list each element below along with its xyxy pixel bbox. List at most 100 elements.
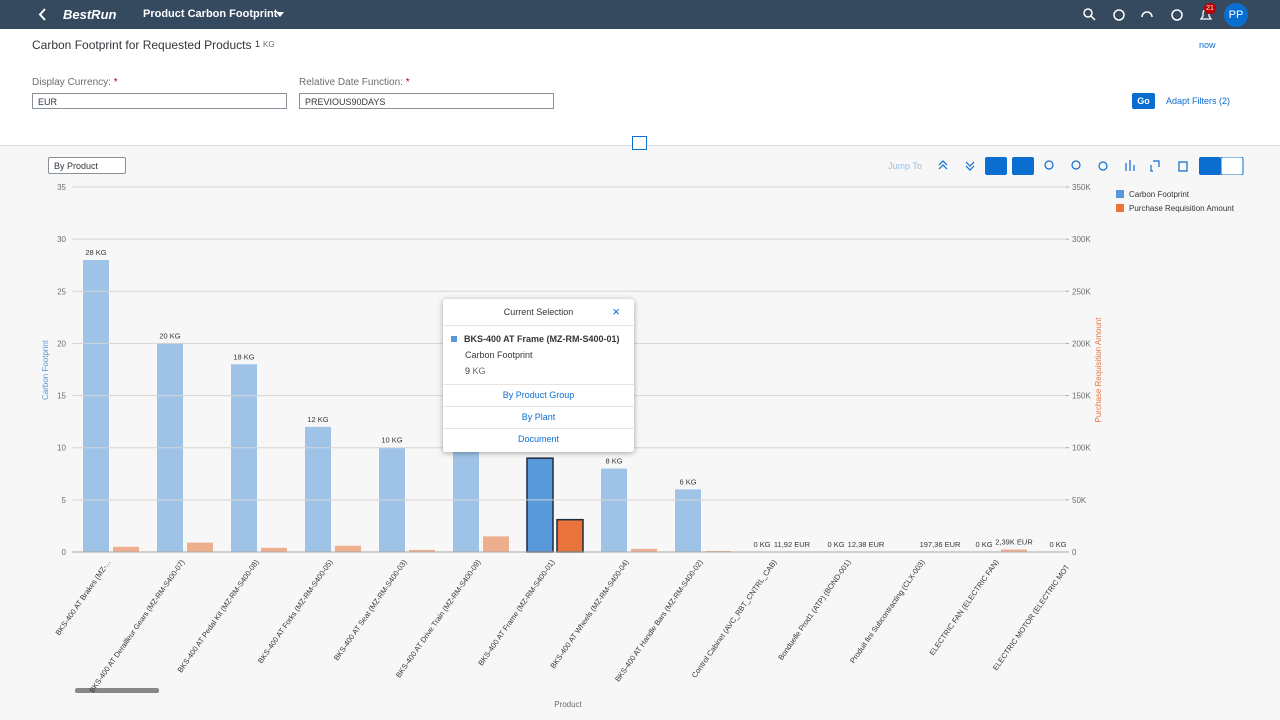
bar bbox=[187, 543, 213, 552]
y-axis-title: Carbon Footprint bbox=[41, 339, 50, 400]
y-tick-label: 10 bbox=[57, 444, 66, 453]
data-label: 12,38 EUR bbox=[848, 540, 885, 549]
popover: Current Selection × BKS-400 AT Frame (MZ… bbox=[443, 299, 634, 452]
y-tick-label: 25 bbox=[57, 287, 66, 296]
data-label: 0 KG bbox=[753, 540, 770, 549]
y2-tick-label: 350K bbox=[1072, 183, 1091, 192]
value: 9 bbox=[465, 366, 470, 376]
x-tick-label: ELECTRIC MOTOR (ELECTRIC MOTO bbox=[991, 558, 1075, 672]
bar bbox=[261, 548, 287, 552]
back-button[interactable] bbox=[38, 8, 48, 21]
total: 1 bbox=[255, 39, 260, 49]
shell-bar: BestRun Product Carbon Footprint 21 PP bbox=[0, 0, 1280, 29]
legend-label: Carbon Footprint bbox=[1129, 190, 1190, 199]
y-tick-label: 20 bbox=[57, 339, 66, 348]
legend-swatch bbox=[1116, 190, 1124, 198]
page-title: Carbon Footprint for Requested Products bbox=[32, 38, 251, 52]
bar bbox=[305, 427, 331, 552]
x-tick-label: BKS-400 AT Seat (MZ-RM-S400-03) bbox=[332, 558, 409, 663]
measure: Carbon Footprint bbox=[465, 350, 634, 360]
x-tick-label: Control Cabinet (AVC_RBT_CNTRL_CAB) bbox=[690, 558, 779, 680]
title-arrow[interactable] bbox=[276, 12, 284, 18]
bar bbox=[675, 489, 701, 552]
y-tick-label: 5 bbox=[62, 496, 67, 505]
popover-title: Current Selection bbox=[443, 299, 634, 326]
close-button[interactable]: × bbox=[612, 304, 620, 319]
y2-tick-label: 150K bbox=[1072, 392, 1091, 401]
data-label: 12 KG bbox=[307, 415, 328, 424]
data-label: 6 KG bbox=[679, 477, 696, 486]
chart: Carbon Footprint Purchase Requisition Am… bbox=[0, 145, 1280, 720]
link[interactable]: By Product Group bbox=[443, 384, 634, 406]
refresh[interactable]: now bbox=[1199, 40, 1216, 50]
x-tick-label: BKS-400 AT Wheels (MZ-RM-S400-04) bbox=[548, 558, 631, 671]
filter-label-text: Display Currency: bbox=[32, 77, 111, 88]
unit: KG bbox=[473, 366, 486, 376]
y2-tick-label: 0 bbox=[1072, 548, 1077, 557]
data-label: 20 KG bbox=[159, 331, 180, 340]
app-title[interactable]: Product Carbon Footprint bbox=[143, 8, 277, 20]
bar bbox=[527, 458, 553, 552]
link[interactable]: Document bbox=[443, 428, 634, 450]
data-label: 8 KG bbox=[605, 457, 622, 466]
x-axis-title: Product bbox=[554, 700, 582, 709]
y2-tick-label: 200K bbox=[1072, 339, 1091, 348]
x-tick-label: BKS-400 AT Forks (MZ-RM-S400-05) bbox=[256, 558, 335, 665]
total-unit: KG bbox=[263, 40, 275, 49]
x-tick-label: BKS-400 AT Brakes (MZ-... bbox=[54, 558, 113, 637]
data-label: 2,39K EUR bbox=[995, 538, 1033, 547]
y2-tick-label: 250K bbox=[1072, 287, 1091, 296]
legend-label: Purchase Requisition Amount bbox=[1129, 204, 1235, 213]
x-tick-label: BKS-400 AT Handle Bars (MZ-RM-S400-02) bbox=[613, 558, 705, 684]
item: BKS-400 AT Frame (MZ-RM-S400-01) bbox=[464, 334, 620, 344]
bar bbox=[601, 469, 627, 552]
y2-axis-title: Purchase Requisition Amount bbox=[1094, 317, 1103, 423]
logo[interactable]: BestRun bbox=[63, 7, 116, 22]
data-label: 10 KG bbox=[381, 436, 402, 445]
data-label: 0 KG bbox=[975, 540, 992, 549]
x-tick-label: BKS-400 AT Derailleur Gears (MZ-RM-S400-… bbox=[87, 558, 187, 695]
bar bbox=[557, 520, 583, 552]
y-tick-label: 15 bbox=[57, 392, 66, 401]
x-tick-label: BKS-400 AT Frame (MZ-RM-S400-01) bbox=[476, 558, 557, 668]
filter-label: Relative Date Function: * bbox=[299, 77, 410, 88]
bar bbox=[113, 547, 139, 552]
y-tick-label: 35 bbox=[57, 183, 66, 192]
filter-label: Display Currency: * bbox=[32, 77, 118, 88]
adapt-filters[interactable]: Adapt Filters (2) bbox=[1166, 96, 1230, 106]
y-tick-label: 30 bbox=[57, 235, 66, 244]
legend-swatch bbox=[1116, 204, 1124, 212]
data-label: 0 KG bbox=[1049, 540, 1066, 549]
y2-tick-label: 50K bbox=[1072, 496, 1087, 505]
data-label: 0 KG bbox=[827, 540, 844, 549]
y2-tick-label: 100K bbox=[1072, 444, 1091, 453]
filter-input[interactable]: EUR bbox=[32, 93, 287, 109]
shell-icons[interactable] bbox=[1083, 8, 1213, 22]
data-label: 28 KG bbox=[85, 248, 106, 257]
filter-label-text: Relative Date Function: bbox=[299, 77, 403, 88]
data-label: 18 KG bbox=[233, 352, 254, 361]
legend-swatch bbox=[451, 336, 457, 342]
bar bbox=[83, 260, 109, 552]
go-button[interactable]: Go bbox=[1132, 93, 1155, 109]
required: * bbox=[114, 77, 118, 88]
notification-badge: 21 bbox=[1204, 3, 1216, 14]
required: * bbox=[406, 77, 410, 88]
y2-tick-label: 300K bbox=[1072, 235, 1091, 244]
filter-input[interactable]: PREVIOUS90DAYS bbox=[299, 93, 554, 109]
x-tick-label: Bonduelle Prod1 (ATP) (BOND-001) bbox=[776, 558, 853, 662]
x-tick-label: BKS-400 AT Pedal Kit (MZ-RM-S400-08) bbox=[175, 558, 260, 675]
popover-body: BKS-400 AT Frame (MZ-RM-S400-01) Carbon … bbox=[443, 326, 634, 384]
x-tick-label: BKS-400 AT Drive Train (MZ-RM-S400-09) bbox=[394, 558, 483, 680]
header-area: Carbon Footprint for Requested Products … bbox=[0, 29, 1280, 146]
data-label: 197,36 EUR bbox=[920, 540, 961, 549]
bar bbox=[231, 364, 257, 552]
bar bbox=[483, 536, 509, 552]
data-label: 11,92 EUR bbox=[774, 540, 811, 549]
x-tick-label: ELECTRIC FAN (ELECTRIC FAN) bbox=[928, 558, 1001, 657]
avatar[interactable]: PP bbox=[1224, 3, 1248, 27]
x-tick-label: Produit fini Subcontracting (CLX-003) bbox=[848, 558, 927, 665]
y-tick-label: 0 bbox=[62, 548, 67, 557]
link[interactable]: By Plant bbox=[443, 406, 634, 428]
